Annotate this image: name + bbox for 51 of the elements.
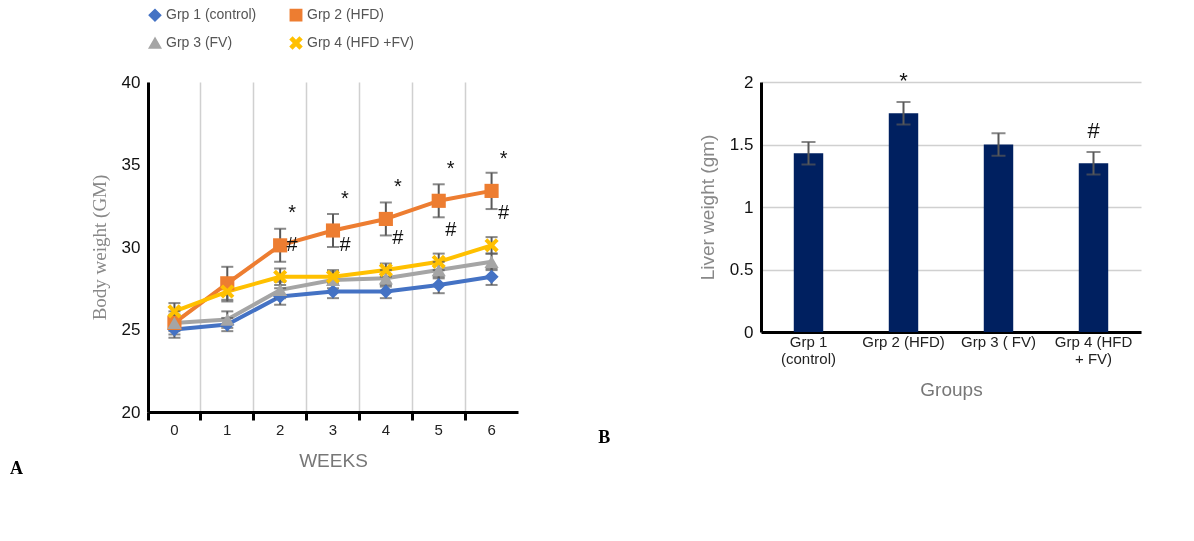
annotation: *	[446, 156, 455, 179]
annotation: #	[392, 226, 405, 249]
y-tick-label: 40	[121, 72, 141, 92]
y-tick-label: 2	[744, 72, 754, 92]
y-tick-label: 20	[121, 402, 141, 422]
x-tick-label: 1	[223, 420, 232, 438]
annotation: *	[393, 174, 402, 197]
annotation: *	[499, 146, 508, 169]
point	[378, 211, 393, 227]
y-tick-label: 1.5	[729, 135, 754, 154]
annotation: #	[445, 217, 458, 240]
x-axis-title: Groups	[920, 378, 983, 400]
x-tick-label: Grp 1 (control)	[780, 332, 837, 367]
legend-label: Grp 2 (HFD)	[307, 6, 384, 23]
x-tick-label: Grp 3 ( FV)	[960, 332, 1037, 350]
annotation: #	[1087, 118, 1101, 144]
x-tick-label: 2	[275, 420, 285, 438]
text: A	[10, 458, 24, 478]
annotation: *	[288, 201, 297, 224]
x-tick-label: 6	[487, 420, 496, 438]
bar	[983, 144, 1014, 332]
x-tick-label: Grp 2 (HFD)	[862, 332, 945, 350]
text: B	[598, 427, 611, 447]
y-tick-label: 35	[121, 155, 141, 174]
point	[325, 223, 341, 238]
annotation: *	[899, 68, 909, 94]
legend-label: Grp 4 (HFD +FV)	[307, 34, 414, 50]
y-tick-label: 0.5	[729, 260, 754, 279]
x-axis-title: WEEKS	[299, 449, 368, 471]
y-axis-title: Liver weight (gm)	[696, 134, 718, 281]
x-tick-label: 4	[381, 420, 391, 438]
y-tick-label: 25	[121, 320, 141, 339]
bar	[1078, 163, 1109, 332]
point	[484, 255, 499, 268]
x-tick-label: Grp 4 (HFD + FV)	[1054, 332, 1133, 367]
bar	[793, 153, 824, 332]
point	[431, 193, 446, 208]
annotation: #	[339, 232, 352, 255]
y-axis-title: Body weight (GM)	[88, 174, 111, 321]
bar	[888, 113, 919, 332]
legend-label: Grp 1 (control)	[166, 6, 257, 23]
annotation: #	[498, 201, 511, 224]
annotation: *	[341, 186, 350, 209]
legend-label: Grp 3 (FV)	[166, 34, 233, 50]
point	[220, 284, 235, 299]
y-tick-label: 30	[121, 237, 141, 257]
x-tick-label: 5	[434, 420, 443, 438]
point	[484, 183, 499, 198]
y-tick-label: 1	[744, 197, 754, 217]
x-tick-label: 3	[328, 420, 338, 438]
x-tick-label: 0	[170, 420, 179, 438]
